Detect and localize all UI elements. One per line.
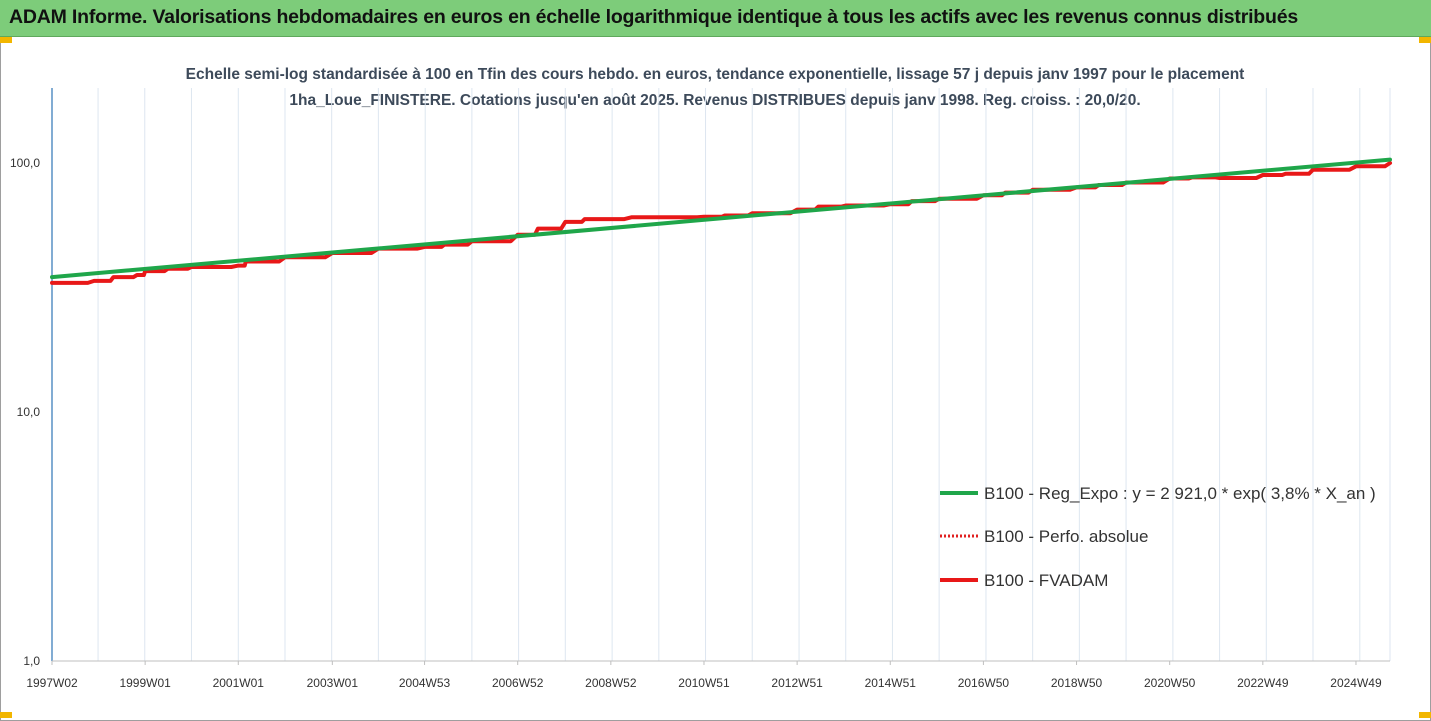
- x-tick-label: 2012W51: [771, 676, 823, 690]
- x-tick-label: 2010W51: [678, 676, 730, 690]
- report-title: ADAM Informe. Valorisations hebdomadaire…: [9, 6, 1299, 28]
- series-line-2: [50, 161, 1392, 285]
- y-tick-label: 1,0: [23, 654, 40, 668]
- x-tick-label: 2022W49: [1237, 676, 1289, 690]
- x-tick-label: 2014W51: [865, 676, 917, 690]
- chart-title: Echelle semi-log standardisée à 100 en T…: [185, 66, 1245, 109]
- legend-label-1: B100 - Perfo. absolue: [984, 527, 1148, 546]
- report-header: ADAM Informe. Valorisations hebdomadaire…: [0, 0, 1431, 37]
- legend-label-0: B100 - Reg_Expo : y = 2 921,0 * exp( 3,8…: [984, 484, 1376, 503]
- series-line-0: [50, 157, 1392, 280]
- x-tick-label: 2003W01: [307, 676, 359, 690]
- corner-mark-bottom-right: [1419, 712, 1431, 718]
- x-tick-label: 2004W53: [399, 676, 451, 690]
- x-tick-label: 2024W49: [1330, 676, 1382, 690]
- x-tick-label: 2020W50: [1144, 676, 1196, 690]
- y-tick-label: 10,0: [17, 405, 41, 419]
- x-tick-label: 1997W02: [26, 676, 78, 690]
- corner-mark-top-right: [1419, 37, 1431, 43]
- corner-mark-bottom-left: [0, 712, 12, 718]
- legend-label-2: B100 - FVADAM: [984, 571, 1108, 590]
- x-tick-label: 2018W50: [1051, 676, 1103, 690]
- x-tick-label: 2001W01: [213, 676, 265, 690]
- x-tick-label: 2008W52: [585, 676, 637, 690]
- y-tick-label: 100,0: [10, 156, 40, 170]
- corner-mark-top-left: [0, 37, 12, 43]
- x-tick-label: 2016W50: [958, 676, 1010, 690]
- x-tick-label: 2006W52: [492, 676, 544, 690]
- x-tick-label: 1999W01: [119, 676, 171, 690]
